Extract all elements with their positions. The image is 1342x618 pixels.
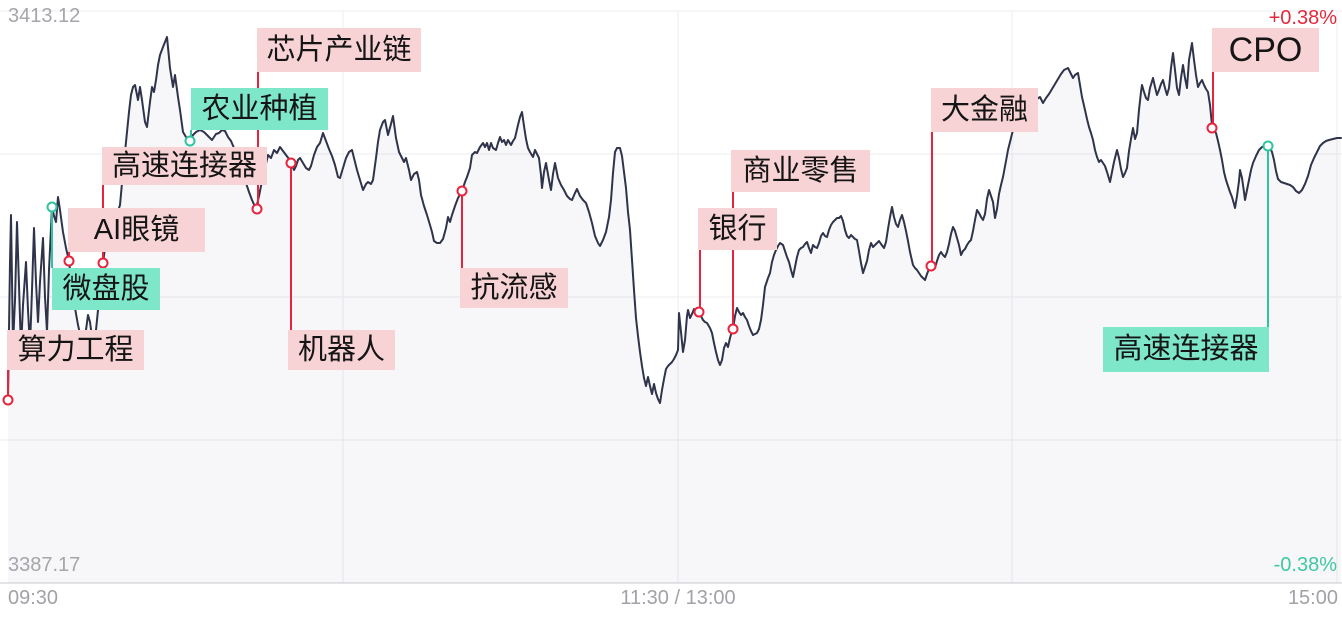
- sector-anchor-dot: [727, 323, 739, 335]
- sector-anchor-dot: [184, 135, 196, 147]
- sector-label[interactable]: 商业零售: [731, 150, 870, 192]
- sector-label[interactable]: 机器人: [288, 330, 395, 370]
- sector-anchor-dot: [251, 203, 263, 215]
- sector-anchor-dot: [285, 157, 297, 169]
- sector-label[interactable]: 高速连接器: [1103, 327, 1269, 372]
- sector-label[interactable]: 大金融: [931, 88, 1038, 132]
- sector-anchor-dot: [1262, 140, 1274, 152]
- sector-label[interactable]: 微盘股: [52, 268, 160, 310]
- sector-label[interactable]: 抗流感: [460, 268, 568, 308]
- sector-label[interactable]: CPO: [1212, 28, 1319, 72]
- y-axis-min-percent: -0.38%: [1273, 554, 1337, 576]
- sector-anchor-dot: [693, 306, 705, 318]
- x-tick-midday: 11:30 / 13:00: [620, 587, 736, 609]
- sector-anchor-dot: [97, 257, 109, 269]
- x-tick-open: 09:30: [8, 587, 59, 609]
- sector-anchor-dot: [1206, 122, 1218, 134]
- sector-anchor-dot: [456, 185, 468, 197]
- sector-label[interactable]: 高速连接器: [102, 147, 267, 185]
- y-axis-max-value: 3413.12: [8, 5, 81, 27]
- price-line: [7, 36, 1342, 404]
- y-axis-min-value: 3387.17: [8, 554, 81, 576]
- sector-label[interactable]: 银行: [698, 208, 777, 250]
- sector-anchor-dot: [925, 260, 937, 272]
- sector-label[interactable]: 算力工程: [7, 330, 144, 370]
- price-area-fill: [8, 37, 1341, 583]
- sector-label[interactable]: 芯片产业链: [257, 28, 421, 72]
- sector-label[interactable]: AI眼镜: [68, 208, 205, 252]
- y-axis-max-percent: +0.38%: [1268, 7, 1337, 29]
- sector-label[interactable]: 农业种植: [191, 88, 328, 130]
- sector-anchor-dot: [46, 201, 58, 213]
- x-tick-close: 15:00: [1287, 587, 1338, 609]
- sector-anchor-dot: [63, 255, 75, 267]
- sector-anchor-dot: [2, 394, 14, 406]
